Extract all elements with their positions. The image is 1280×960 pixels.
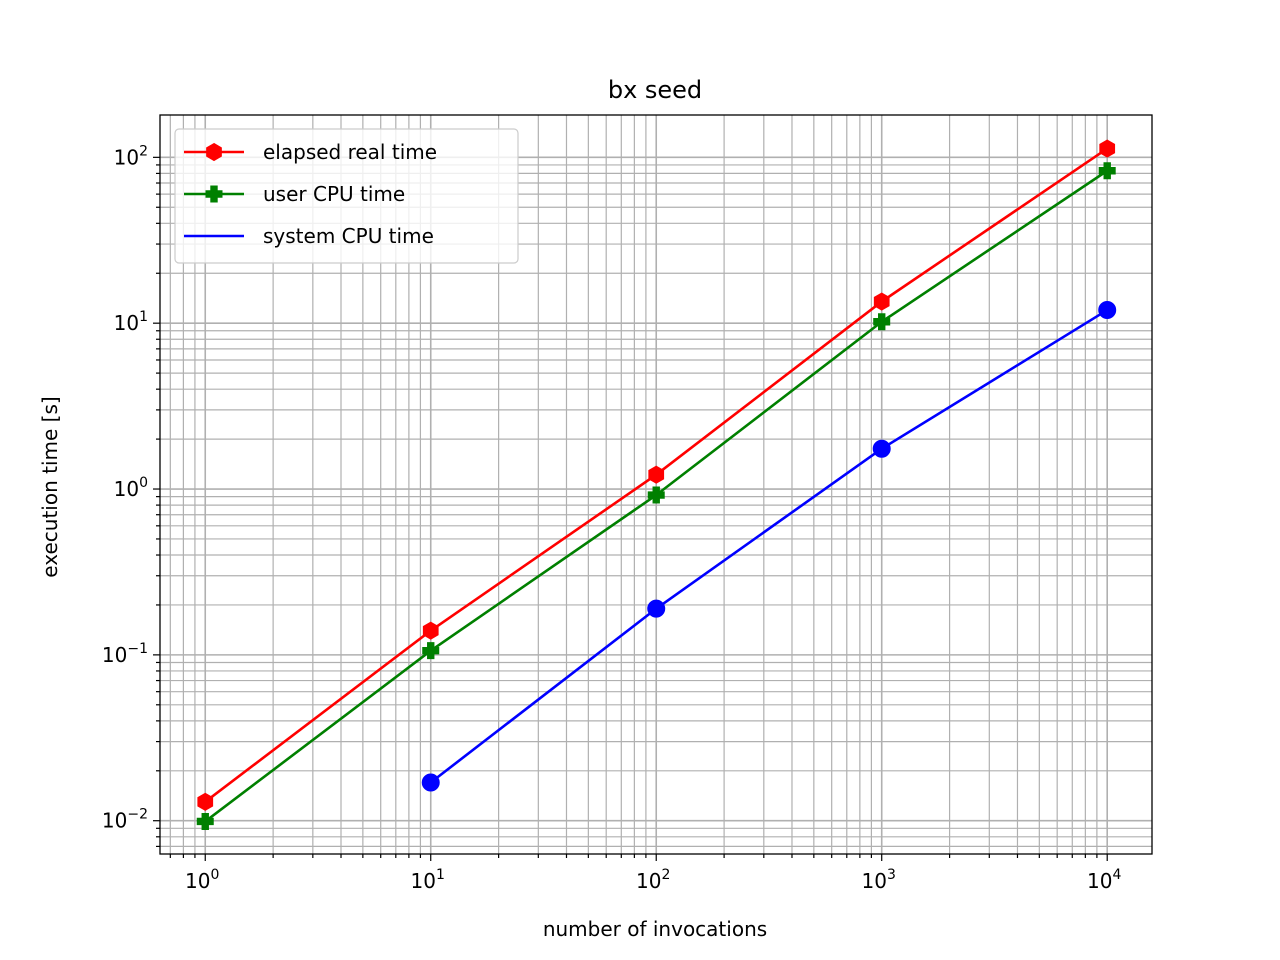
y-tick-label: 10−1 bbox=[102, 641, 148, 667]
plus-marker bbox=[422, 642, 440, 660]
hexagon-marker bbox=[648, 465, 665, 484]
legend-label: system CPU time bbox=[263, 224, 434, 248]
circle-marker bbox=[421, 773, 440, 792]
hexagon-marker bbox=[1099, 139, 1116, 158]
x-axis-label: number of invocations bbox=[543, 917, 767, 941]
y-tick-label: 101 bbox=[114, 309, 148, 335]
plus-marker bbox=[873, 313, 891, 331]
x-tick-label: 102 bbox=[636, 867, 670, 893]
series-user-cpu-time bbox=[196, 162, 1116, 830]
plus-marker bbox=[205, 185, 223, 203]
hexagon-marker bbox=[197, 792, 214, 811]
axis-ticks: 100 101 102 103 104 10−2 10−1 100 101 102 bbox=[102, 143, 1122, 893]
series-lines bbox=[196, 139, 1117, 830]
x-tick-label: 103 bbox=[862, 867, 896, 893]
y-tick-label: 102 bbox=[114, 143, 148, 169]
circle-marker bbox=[1098, 301, 1117, 320]
legend-box bbox=[174, 128, 519, 264]
x-tick-label: 101 bbox=[411, 867, 445, 893]
series-elapsed-real-time bbox=[197, 139, 1116, 811]
series-line bbox=[429, 308, 1108, 784]
plus-marker bbox=[196, 812, 214, 830]
circle-marker bbox=[647, 599, 666, 618]
plus-marker bbox=[647, 486, 665, 504]
plus-marker bbox=[1098, 162, 1116, 180]
legend-label: elapsed real time bbox=[263, 140, 437, 164]
y-axis-label: execution time [s] bbox=[38, 396, 62, 577]
series-system-cpu-time bbox=[421, 301, 1117, 792]
hexagon-marker bbox=[206, 142, 222, 162]
legend: elapsed real time user CPU time system CPU… bbox=[174, 128, 519, 264]
x-tick-label: 104 bbox=[1087, 867, 1121, 893]
hexagon-marker bbox=[873, 292, 890, 311]
circle-marker bbox=[872, 439, 891, 458]
hexagon-marker bbox=[422, 621, 439, 640]
y-tick-label: 10−2 bbox=[102, 807, 148, 833]
legend-label: user CPU time bbox=[263, 182, 405, 206]
x-tick-label: 100 bbox=[185, 867, 219, 893]
chart-title: bx seed bbox=[608, 76, 702, 104]
y-tick-label: 100 bbox=[114, 475, 148, 501]
